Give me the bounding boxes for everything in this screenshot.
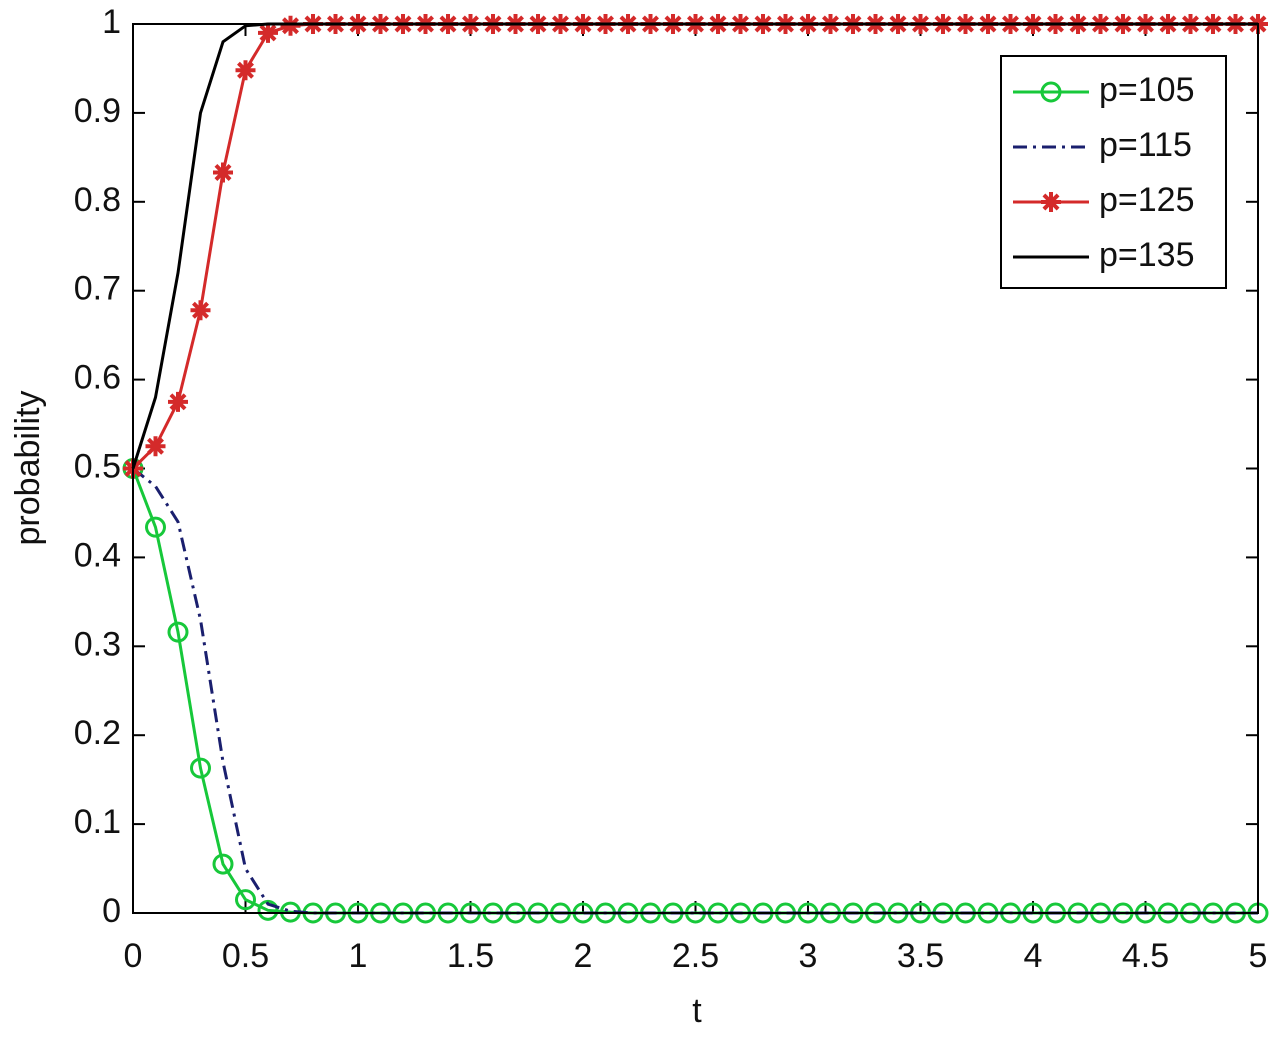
legend-marker <box>1041 192 1061 212</box>
plot-frame <box>132 23 1259 914</box>
y-tick-label: 0.9 <box>74 92 121 130</box>
x-tick-label: 3 <box>799 937 818 975</box>
legend-label: p=135 <box>1099 236 1195 274</box>
y-tick-label: 0.8 <box>74 181 121 219</box>
marker <box>145 516 166 538</box>
y-tick-label: 1 <box>102 3 121 41</box>
marker <box>190 300 211 321</box>
y-tick-label: 0.4 <box>74 536 121 574</box>
x-tick-label: 2 <box>574 937 593 975</box>
marker <box>258 22 278 43</box>
y-tick-label: 0.3 <box>74 625 121 663</box>
marker <box>145 436 166 457</box>
marker <box>280 15 301 36</box>
x-tick-label: 0.5 <box>222 937 269 975</box>
x-tick-label: 4 <box>1024 937 1043 975</box>
y-tick-label: 0.6 <box>74 359 121 397</box>
x-tick-label: 1.5 <box>447 937 494 975</box>
marker <box>190 757 211 779</box>
x-axis-label: t <box>692 992 702 1030</box>
legend-label: p=105 <box>1099 71 1195 109</box>
marker <box>168 391 188 412</box>
legend-marker <box>1040 81 1062 103</box>
marker <box>213 162 233 183</box>
x-tick-label: 5 <box>1249 937 1268 975</box>
y-tick-label: 0.7 <box>74 270 121 308</box>
series-line <box>132 467 1258 915</box>
series-line <box>131 467 1258 915</box>
legend-box <box>1000 55 1227 289</box>
y-axis-label: probability <box>9 391 47 546</box>
legend-label: p=125 <box>1099 181 1195 219</box>
legend-label: p=115 <box>1099 126 1192 164</box>
y-tick-label: 0 <box>102 892 121 930</box>
marker <box>212 853 234 875</box>
marker <box>235 60 256 81</box>
y-tick-label: 0.1 <box>74 803 121 841</box>
x-tick-label: 1 <box>349 937 368 975</box>
x-tick-label: 2.5 <box>672 937 719 975</box>
marker <box>257 899 279 921</box>
marker <box>167 621 189 643</box>
x-tick-label: 4.5 <box>1122 937 1169 975</box>
x-tick-label: 0 <box>124 937 143 975</box>
x-tick-label: 3.5 <box>897 937 944 975</box>
y-tick-label: 0.5 <box>74 447 121 485</box>
y-tick-label: 0.2 <box>74 714 121 752</box>
marker <box>235 889 256 911</box>
